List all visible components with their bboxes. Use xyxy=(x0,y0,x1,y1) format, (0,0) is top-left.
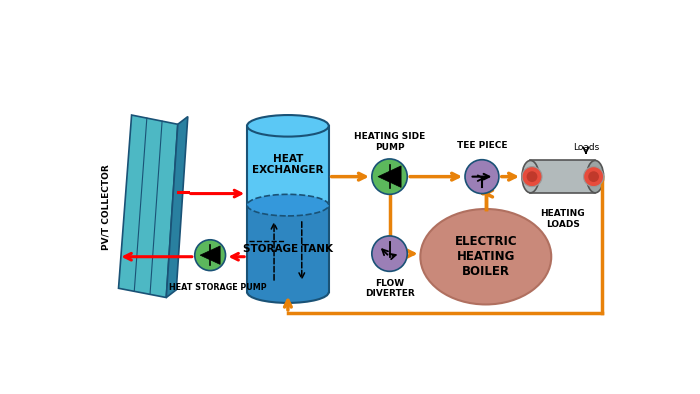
Ellipse shape xyxy=(247,194,329,216)
Ellipse shape xyxy=(247,281,329,303)
Ellipse shape xyxy=(420,209,552,305)
Circle shape xyxy=(526,171,538,182)
Bar xyxy=(531,160,595,193)
Circle shape xyxy=(372,236,407,271)
Circle shape xyxy=(584,167,603,187)
Text: ELECTRIC
HEATING
BOILER: ELECTRIC HEATING BOILER xyxy=(454,235,517,278)
Circle shape xyxy=(372,159,407,194)
Text: HEAT
EXCHANGER: HEAT EXCHANGER xyxy=(252,154,323,175)
Polygon shape xyxy=(200,246,220,264)
Text: STORAGE TANK: STORAGE TANK xyxy=(243,244,333,254)
Text: TEE PIECE: TEE PIECE xyxy=(456,141,508,151)
Ellipse shape xyxy=(247,115,329,137)
Polygon shape xyxy=(378,166,401,188)
Polygon shape xyxy=(167,117,188,297)
Circle shape xyxy=(522,167,542,187)
Text: HEATING
LOADS: HEATING LOADS xyxy=(540,209,585,229)
Text: PV/T COLLECTOR: PV/T COLLECTOR xyxy=(102,164,111,249)
Bar xyxy=(247,205,329,292)
Text: HEAT STORAGE PUMP: HEAT STORAGE PUMP xyxy=(169,283,267,292)
Text: HEATING SIDE
PUMP: HEATING SIDE PUMP xyxy=(354,132,425,152)
Polygon shape xyxy=(118,115,178,297)
Circle shape xyxy=(588,171,599,182)
Text: Loads: Loads xyxy=(573,143,599,152)
Ellipse shape xyxy=(522,160,539,193)
Circle shape xyxy=(195,240,225,271)
Circle shape xyxy=(465,160,499,193)
Bar xyxy=(247,126,329,205)
Ellipse shape xyxy=(587,160,603,193)
Text: FLOW
DIVERTER: FLOW DIVERTER xyxy=(365,279,414,298)
